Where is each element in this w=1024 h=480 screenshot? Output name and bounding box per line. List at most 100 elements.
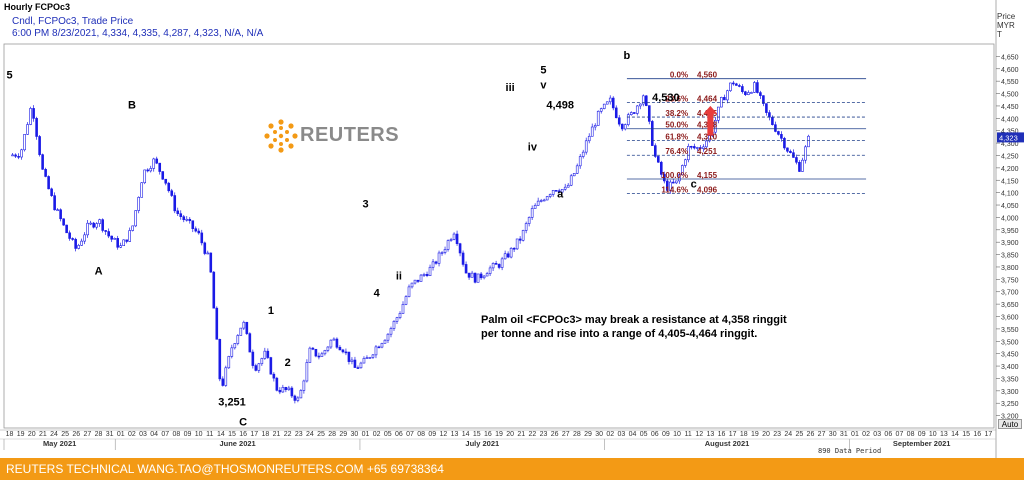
candle-body	[470, 272, 474, 278]
candle-body	[35, 118, 38, 137]
candle-body	[248, 333, 252, 353]
candle-body	[443, 249, 447, 253]
candle-body	[801, 159, 804, 172]
x-tick-label: 18	[740, 431, 748, 438]
candle-body	[200, 232, 204, 244]
y-tick-label: 4,250	[1001, 153, 1019, 160]
candle-body	[446, 240, 450, 250]
candle-body	[617, 117, 621, 125]
candle-body	[422, 274, 426, 276]
x-tick-label: 04	[150, 431, 158, 438]
candle-body	[395, 317, 399, 322]
x-tick-label: 30	[595, 431, 603, 438]
y-tick-label: 3,500	[1001, 339, 1019, 346]
candle-body	[620, 123, 624, 130]
candle-body	[735, 83, 738, 86]
candle-body	[38, 136, 41, 155]
candle-body	[107, 231, 110, 237]
candle-body	[593, 125, 597, 128]
x-tick-label: 21	[273, 431, 281, 438]
x-tick-label: 23	[540, 431, 548, 438]
candle-body	[23, 134, 26, 151]
candle-body	[747, 92, 750, 95]
wave-label: 2	[285, 357, 291, 369]
candle-body	[116, 238, 119, 248]
candle-body	[738, 85, 741, 87]
y-tick-label: 4,500	[1001, 92, 1019, 99]
candle-body	[335, 338, 339, 348]
x-tick-label: 29	[339, 431, 347, 438]
candle-body	[314, 348, 318, 357]
candle-body	[17, 156, 20, 158]
candle-body	[197, 230, 201, 234]
price-axis-unit: T	[997, 30, 1002, 39]
candle-body	[257, 363, 261, 371]
candle-body	[176, 210, 180, 214]
candle-body	[753, 82, 756, 93]
candle-body	[266, 350, 270, 358]
candle-body	[293, 395, 297, 401]
auto-scale-button[interactable]: Auto	[998, 419, 1022, 429]
candle-body	[290, 387, 294, 397]
candle-body	[410, 282, 414, 288]
candle-body	[92, 222, 95, 228]
candle-body	[269, 357, 273, 375]
y-tick-label: 3,850	[1001, 253, 1019, 260]
chart-legend-series: Cndl, FCPOc3, Trade Price	[12, 16, 134, 27]
x-tick-label: 19	[751, 431, 759, 438]
candle-body	[485, 273, 489, 277]
candle-body	[26, 124, 29, 135]
x-tick-label: 06	[884, 431, 892, 438]
x-tick-label: 06	[651, 431, 659, 438]
y-tick-label: 4,550	[1001, 79, 1019, 86]
candle-body	[146, 169, 150, 172]
x-tick-label: 28	[95, 431, 103, 438]
candle-body	[690, 145, 693, 148]
month-label: June 2021	[219, 439, 255, 448]
wave-label: ii	[396, 270, 402, 282]
x-tick-label: 09	[184, 431, 192, 438]
candle-body	[428, 266, 432, 276]
candle-body	[275, 377, 279, 391]
y-tick-label: 3,800	[1001, 265, 1019, 272]
candle-body	[203, 242, 207, 254]
y-tick-label: 4,150	[1001, 178, 1019, 185]
candle-body	[14, 154, 17, 157]
candle-body	[539, 200, 543, 202]
candle-body	[281, 387, 285, 393]
x-tick-label: 21	[39, 431, 47, 438]
candle-body	[389, 328, 393, 335]
candle-body	[641, 95, 645, 105]
y-tick-label: 3,550	[1001, 327, 1019, 334]
fib-level-value: 4,155	[697, 171, 718, 180]
x-tick-label: 25	[317, 431, 325, 438]
candle-body	[605, 101, 609, 105]
x-tick-label: 16	[484, 431, 492, 438]
x-tick-label: 25	[795, 431, 803, 438]
x-tick-label: 10	[195, 431, 203, 438]
x-tick-label: 02	[606, 431, 614, 438]
x-tick-label: 20	[28, 431, 36, 438]
candle-body	[614, 107, 618, 119]
candle-body	[611, 97, 615, 109]
y-tick-label: 3,250	[1001, 401, 1019, 408]
candle-body	[449, 239, 453, 241]
y-tick-label: 3,900	[1001, 240, 1019, 247]
wave-label: 4,498	[546, 99, 574, 111]
candle-body	[596, 110, 600, 126]
candle-body	[440, 252, 444, 254]
candle-body	[236, 335, 240, 344]
fib-level-value: 4,096	[697, 186, 718, 195]
candle-body	[68, 232, 71, 239]
candle-body	[509, 247, 513, 258]
candle-body	[545, 196, 549, 201]
candle-body	[404, 296, 408, 305]
candle-body	[89, 222, 92, 225]
candle-body	[687, 145, 690, 161]
x-tick-label: 13	[451, 431, 459, 438]
fib-level-percent: 50.0%	[665, 121, 688, 130]
candle-body	[284, 387, 288, 391]
candle-body	[563, 186, 567, 190]
y-tick-label: 3,600	[1001, 315, 1019, 322]
x-tick-label: 17	[250, 431, 258, 438]
